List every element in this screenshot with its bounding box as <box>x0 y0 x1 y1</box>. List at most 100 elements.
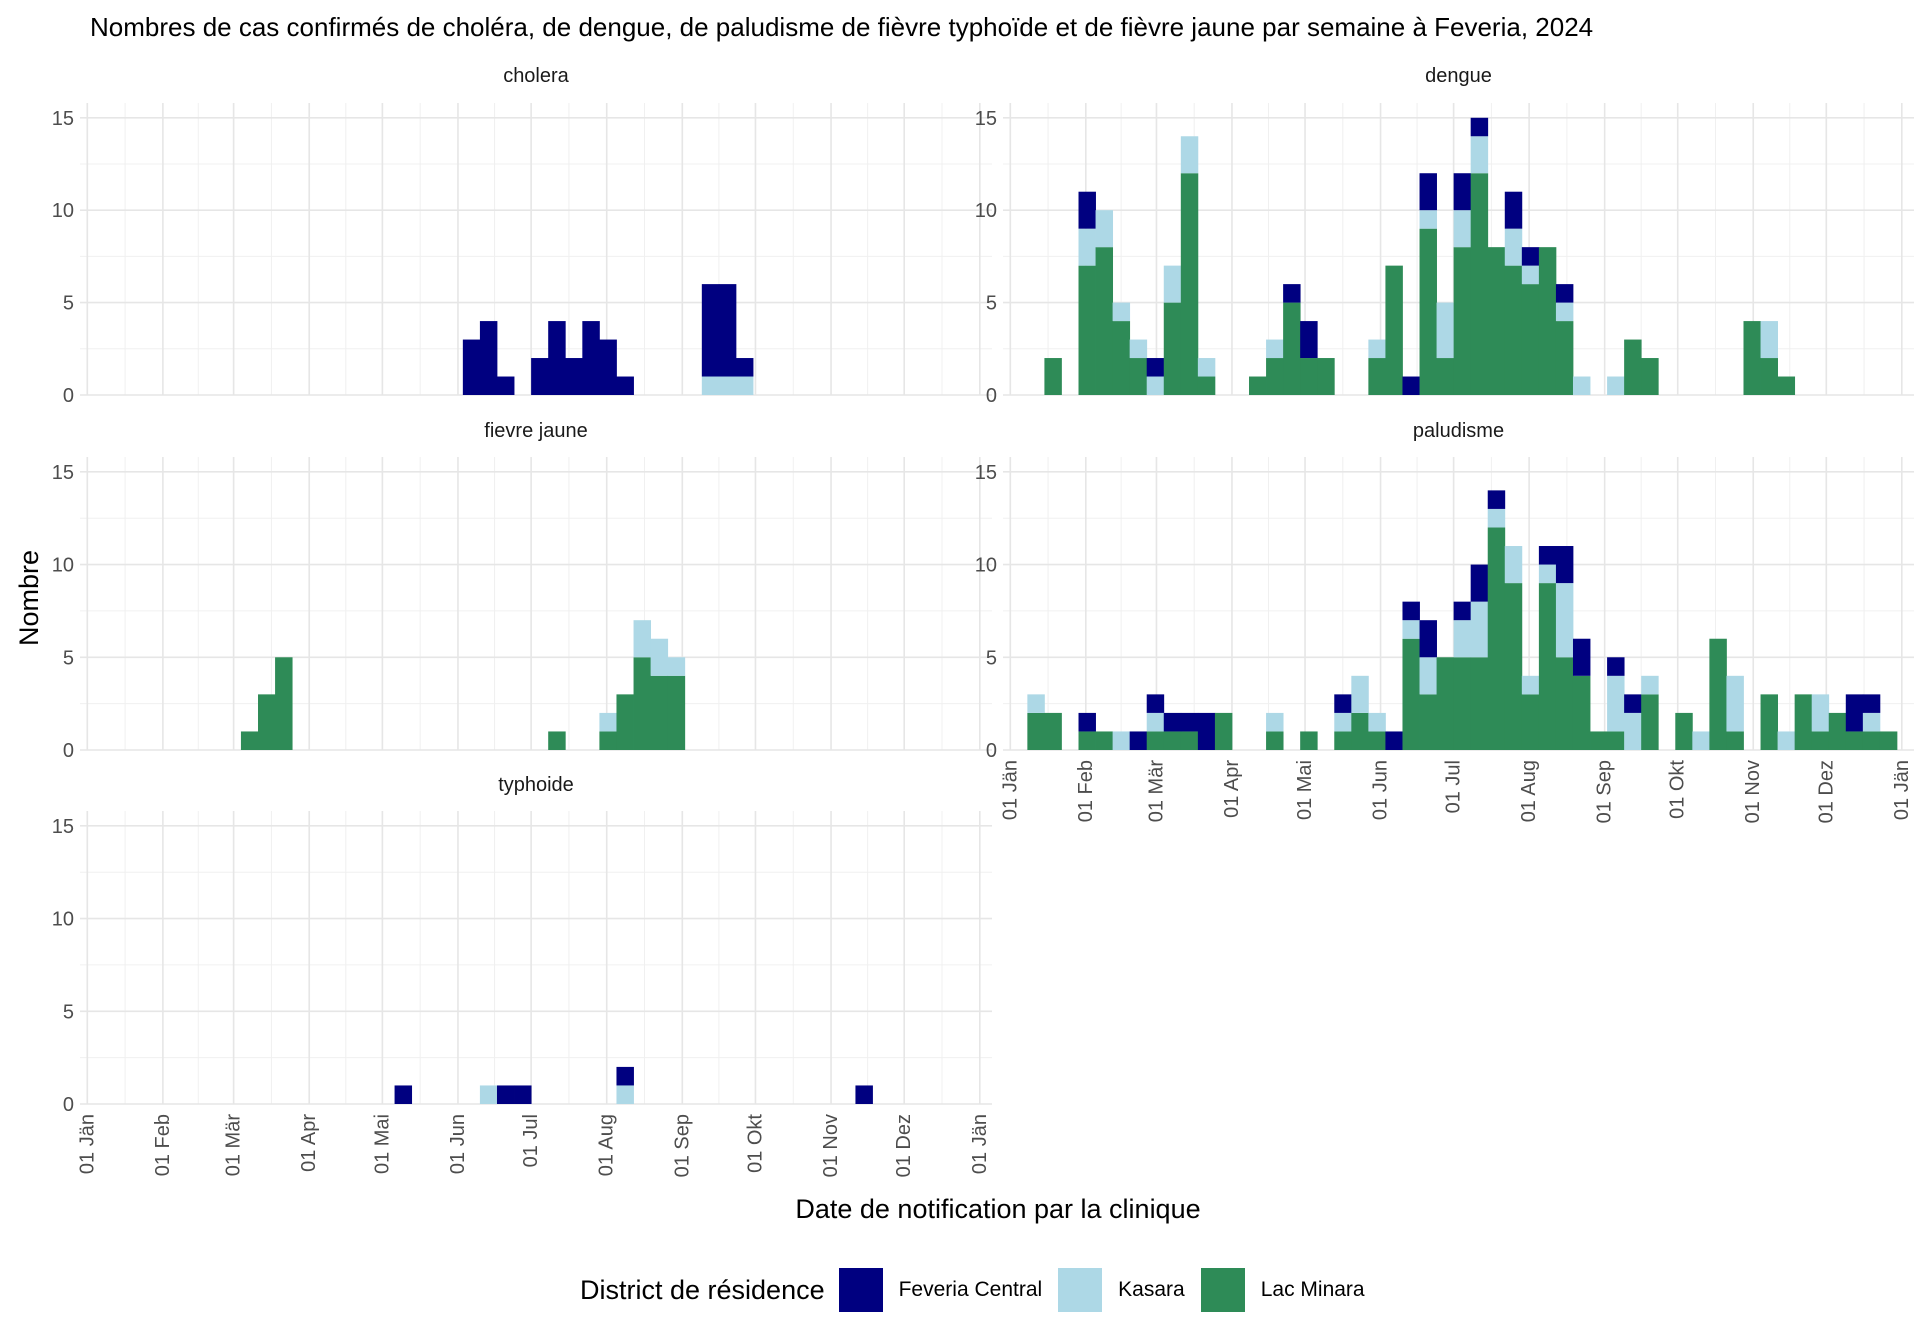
bar-kasara <box>1572 376 1591 395</box>
legend-item-lac-minara: Lac Minara <box>1200 1268 1365 1312</box>
panel-grid <box>80 457 992 751</box>
bar-kasara <box>1811 694 1830 732</box>
bars-fievre-jaune <box>240 620 686 750</box>
bar-lac-minara <box>1811 731 1830 750</box>
bar-feveria-central <box>1419 173 1437 211</box>
bar-lac-minara <box>275 657 293 750</box>
bar-lac-minara <box>1794 694 1813 750</box>
y-tick-label: 5 <box>63 647 74 669</box>
x-tick-label: 01 Dez <box>893 1114 915 1177</box>
bars-cholera <box>462 284 754 395</box>
bar-feveria-central <box>735 358 754 377</box>
bar-lac-minara <box>1317 358 1335 395</box>
y-tick-label: 15 <box>975 108 997 130</box>
x-tick-label: 01 Apr <box>1221 760 1243 818</box>
x-tick-label: 01 Sep <box>671 1114 693 1177</box>
x-tick-label: 01 Apr <box>298 1114 320 1172</box>
x-tick-label: 01 Jul <box>1443 760 1465 813</box>
bar-feveria-central <box>718 284 737 377</box>
bar-feveria-central <box>1555 284 1574 303</box>
bar-feveria-central <box>1385 731 1403 750</box>
bar-feveria-central <box>616 376 634 395</box>
y-tick-label: 0 <box>986 740 997 762</box>
bar-lac-minara <box>1300 731 1318 750</box>
bar-lac-minara <box>667 675 686 750</box>
bar-lac-minara <box>1862 731 1881 750</box>
bar-feveria-central <box>565 358 583 395</box>
bar-feveria-central <box>1624 694 1642 713</box>
legend-label-feveria-central: Feveria Central <box>898 1278 1043 1301</box>
bar-kasara <box>701 376 720 395</box>
bar-kasara <box>1163 265 1182 303</box>
bar-feveria-central <box>1078 712 1096 732</box>
bar-lac-minara <box>1027 712 1045 750</box>
bar-kasara <box>1555 302 1574 322</box>
y-tick-label: 10 <box>52 555 74 577</box>
bar-kasara <box>1197 358 1216 377</box>
bar-feveria-central <box>1402 601 1420 621</box>
y-tick-label: 0 <box>63 1094 74 1116</box>
y-tick-label: 5 <box>986 647 997 669</box>
bar-lac-minara <box>1095 731 1114 750</box>
bar-lac-minara <box>1504 265 1523 395</box>
facet-label-paludisme: paludisme <box>1413 420 1504 442</box>
bar-lac-minara <box>1675 712 1693 750</box>
bar-lac-minara <box>1760 358 1778 395</box>
bar-lac-minara <box>1163 302 1182 395</box>
bar-lac-minara <box>599 731 617 750</box>
x-tick-label: 01 Jun <box>447 1114 469 1174</box>
legend-item-kasara: Kasara <box>1058 1268 1185 1312</box>
bar-feveria-central <box>479 321 498 395</box>
bar-lac-minara <box>1470 173 1489 395</box>
bar-feveria-central <box>548 321 566 395</box>
bar-feveria-central <box>1845 694 1864 732</box>
legend: District de résidence Feveria Central Ka… <box>580 1268 1381 1312</box>
panel-typhoide: typhoide 0 5 10 15 01 Jän 01 Feb 01 Mär 01 Apr 01… <box>52 774 992 1177</box>
y-tick-label: 0 <box>986 385 997 407</box>
x-tick-label: 01 Aug <box>1518 760 1540 822</box>
y-tick-label: 15 <box>52 462 74 484</box>
y-tick-label: 5 <box>63 1001 74 1023</box>
bar-lac-minara <box>1487 247 1506 395</box>
bar-feveria-central <box>394 1085 413 1104</box>
y-tick-label: 10 <box>975 200 997 222</box>
bar-kasara <box>479 1085 498 1104</box>
bar-kasara <box>1419 210 1437 229</box>
bar-lac-minara <box>1368 731 1386 750</box>
bar-lac-minara <box>1334 731 1352 750</box>
bar-kasara <box>1129 339 1148 359</box>
bar-feveria-central <box>496 1085 515 1104</box>
bar-kasara <box>1453 620 1472 658</box>
bar-kasara <box>1266 339 1284 359</box>
bar-lac-minara <box>1879 731 1898 750</box>
bar-feveria-central <box>599 339 617 395</box>
bar-lac-minara <box>633 657 652 750</box>
facet-label-dengue: dengue <box>1425 65 1492 87</box>
bar-lac-minara <box>1572 675 1591 750</box>
bar-kasara <box>1470 601 1489 658</box>
x-tick-label: 01 Mär <box>223 1114 245 1177</box>
bar-lac-minara <box>1760 694 1778 750</box>
x-tick-label: 01 Aug <box>596 1114 618 1176</box>
bar-feveria-central <box>1504 191 1523 229</box>
bar-lac-minara <box>1146 731 1165 750</box>
bar-kasara <box>1112 302 1131 322</box>
x-tick-label: 01 Mai <box>1294 760 1316 820</box>
y-tick-label: 15 <box>52 816 74 838</box>
bar-feveria-central <box>1334 694 1352 713</box>
x-tick-label: 01 Jul <box>520 1114 542 1167</box>
bar-kasara <box>1351 675 1369 713</box>
x-tick-label: 01 Okt <box>1667 760 1689 819</box>
panel-paludisme: paludisme 0 5 10 15 01 Jän 01 Feb 01 Mär 01 Apr 0… <box>975 420 1914 823</box>
bar-feveria-central <box>1453 173 1472 211</box>
bar-lac-minara <box>1726 731 1744 750</box>
bar-kasara <box>1112 731 1131 750</box>
bar-feveria-central <box>514 1085 532 1104</box>
bars-paludisme <box>1027 490 1898 750</box>
bar-feveria-central <box>855 1085 873 1104</box>
bar-feveria-central <box>1862 694 1881 713</box>
bar-kasara <box>1266 712 1284 732</box>
bar-lac-minara <box>1487 527 1506 750</box>
bar-feveria-central <box>1538 546 1557 565</box>
bar-kasara <box>599 712 617 732</box>
